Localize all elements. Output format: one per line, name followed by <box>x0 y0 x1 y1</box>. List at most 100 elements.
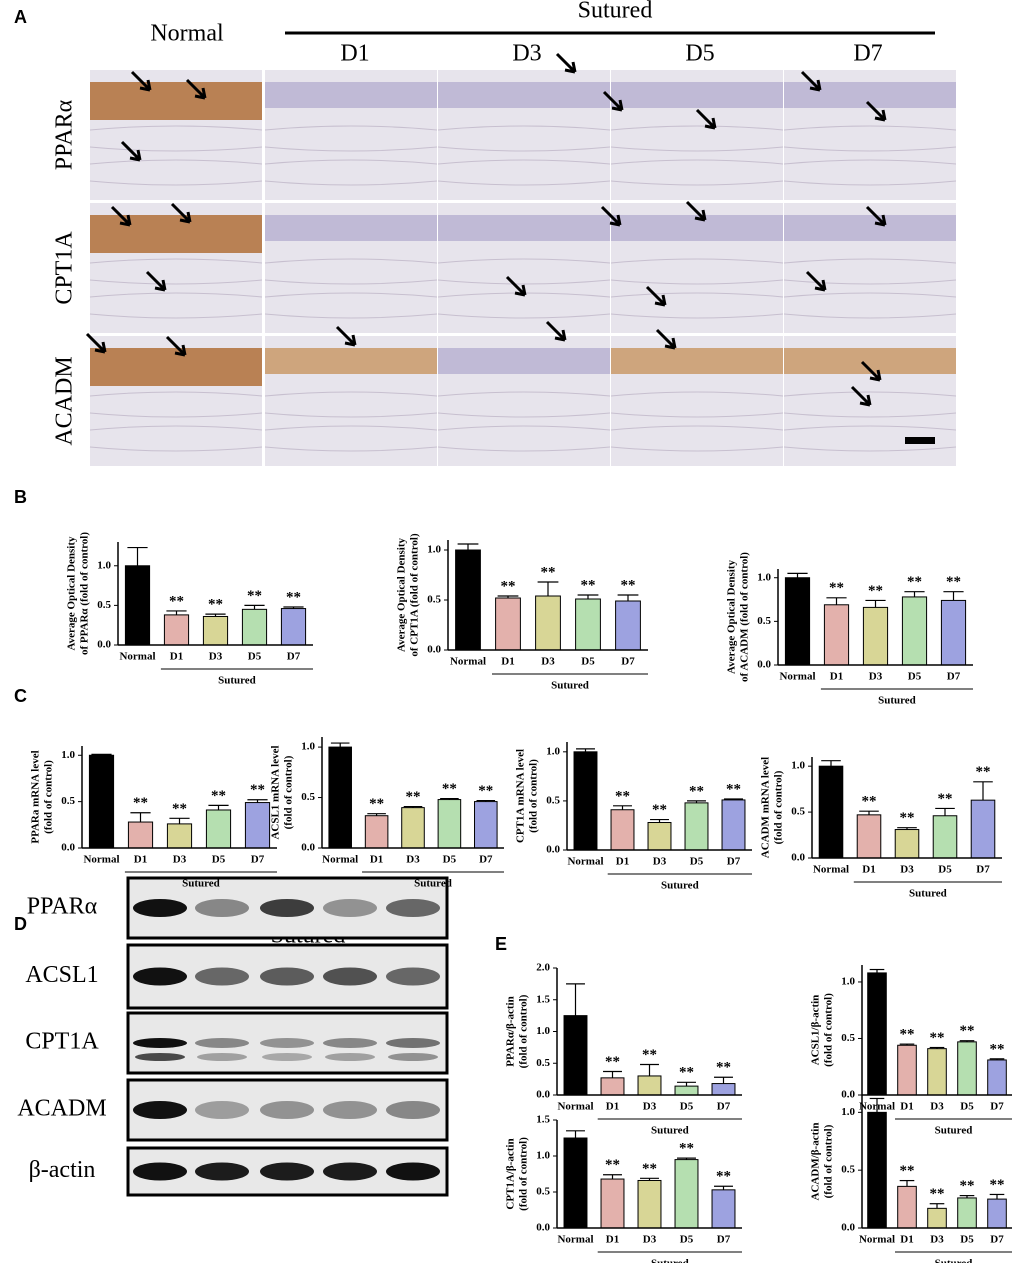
y-axis-label: ACADM/β-actin <box>810 1123 822 1201</box>
arrow <box>185 78 207 100</box>
stroma-fiber <box>437 425 611 431</box>
significance: ** <box>605 1054 620 1070</box>
y-axis-label: PPARa mRNA level <box>30 750 42 843</box>
y-tick-label: 1.0 <box>841 1106 855 1118</box>
stroma-fiber <box>610 292 784 298</box>
y-axis-label: (fold of control) <box>283 755 295 829</box>
y-tick-label: 1.0 <box>791 760 805 772</box>
bar <box>987 1059 1007 1096</box>
blot-band <box>135 1053 185 1061</box>
stroma-fiber <box>89 258 263 264</box>
stroma-fiber <box>783 258 957 264</box>
stroma-fiber <box>610 391 784 397</box>
x-tick-label: D3 <box>930 1101 944 1113</box>
bar <box>280 608 307 646</box>
y-axis-label: (fold of control) <box>773 770 785 844</box>
bar <box>244 802 271 849</box>
bar <box>637 1075 662 1096</box>
y-axis-label: (fold of control) <box>823 993 835 1067</box>
arrow <box>655 328 677 350</box>
significance: ** <box>900 1163 915 1179</box>
stroma-fiber <box>89 146 263 152</box>
y-axis-label: of PPARα (fold of control) <box>79 532 91 655</box>
blot-band <box>386 1038 440 1048</box>
bar <box>600 1077 625 1096</box>
significance: ** <box>990 1177 1005 1193</box>
x-tick-label: D3 <box>643 1101 657 1113</box>
blot-band <box>386 1101 440 1119</box>
bar <box>573 751 598 851</box>
x-tick-label: D1 <box>501 656 514 668</box>
stroma-fiber <box>264 446 438 452</box>
arrow <box>165 335 187 357</box>
y-tick-label: 1.5 <box>536 1114 550 1126</box>
x-tick-label: D5 <box>680 1234 694 1246</box>
significance: ** <box>541 564 556 580</box>
y-axis-label: of CPT1A (fold of control) <box>409 533 421 657</box>
significance: ** <box>946 574 961 590</box>
stroma-fiber <box>437 313 611 319</box>
x-tick-label: D1 <box>830 671 843 683</box>
stroma-fiber <box>264 292 438 298</box>
arrow <box>645 285 667 307</box>
arrow <box>110 205 132 227</box>
bar <box>957 1041 977 1096</box>
blot-band <box>262 1053 312 1061</box>
stroma-fiber <box>437 125 611 131</box>
blot-band <box>260 1162 314 1181</box>
row-label: ACADM <box>52 356 78 445</box>
stroma-fiber <box>610 313 784 319</box>
significance: ** <box>900 810 915 826</box>
blot-band <box>260 1101 314 1119</box>
y-tick-label: 1.0 <box>536 1025 550 1037</box>
y-tick-label: 0.5 <box>757 615 771 627</box>
arrow <box>555 52 577 74</box>
x-tick-label: D7 <box>287 651 301 663</box>
group-label: Sutured <box>935 1125 973 1137</box>
x-tick-label: Normal <box>859 1234 895 1246</box>
significance: ** <box>990 1041 1005 1057</box>
significance: ** <box>960 1178 975 1194</box>
bar <box>711 1189 736 1229</box>
y-axis-label: Average Optical Density <box>726 559 738 674</box>
stroma-fiber <box>610 146 784 152</box>
bar <box>894 829 920 859</box>
significance: ** <box>689 783 704 799</box>
blot-band <box>195 1162 249 1181</box>
y-tick-label: 0.0 <box>757 659 771 671</box>
bar <box>166 823 193 849</box>
stroma-fiber <box>89 292 263 298</box>
bar <box>241 608 268 646</box>
y-axis-label: CPT1A mRNA level <box>515 749 527 843</box>
blot-band <box>323 1162 377 1181</box>
y-axis-label: (fold of control) <box>518 994 530 1068</box>
arrow <box>170 202 192 224</box>
blot-band <box>386 899 440 917</box>
bar <box>328 746 352 849</box>
column-label: D1 <box>340 41 369 67</box>
x-tick-label: D3 <box>869 671 883 683</box>
x-tick-label: D3 <box>643 1234 657 1246</box>
blot-band <box>195 899 249 917</box>
x-tick-label: D3 <box>930 1234 944 1246</box>
x-tick-label: Normal <box>322 854 358 866</box>
significance: ** <box>501 578 516 594</box>
stroma-fiber <box>610 279 784 285</box>
bar <box>163 614 190 646</box>
x-tick-label: D7 <box>990 1101 1004 1113</box>
arrow <box>85 332 107 354</box>
y-tick-label: 1.0 <box>757 571 771 583</box>
blot-band <box>323 1038 377 1048</box>
epithelium <box>438 82 610 108</box>
significance: ** <box>478 783 493 799</box>
y-axis-label: ACADM mRNA level <box>760 757 772 858</box>
bar <box>674 1159 699 1229</box>
epithelium <box>611 348 783 374</box>
y-tick-label: 1.0 <box>536 1150 550 1162</box>
stroma-fiber <box>437 446 611 452</box>
group-label: Sutured <box>661 880 699 892</box>
column-label: D7 <box>853 41 882 67</box>
x-tick-label: D7 <box>717 1101 731 1113</box>
x-tick-label: D3 <box>541 656 555 668</box>
bar <box>927 1207 947 1229</box>
